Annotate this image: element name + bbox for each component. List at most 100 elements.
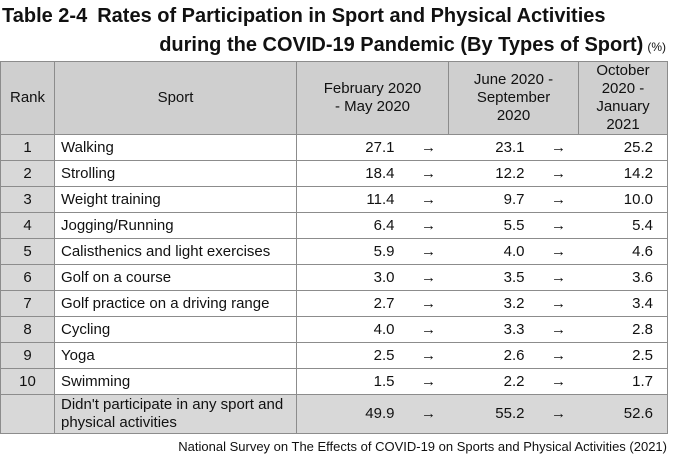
arrow-icon: →: [538, 238, 579, 265]
rank-cell: 7: [0, 290, 55, 317]
arrow-icon: →: [408, 368, 449, 395]
table-row: 7 Golf practice on a driving range 2.7 → 3.2…: [0, 290, 668, 317]
table-row: 1 Walking 27.1 → 23.1 → 25.2: [0, 134, 668, 161]
sport-cell: Cycling: [54, 316, 297, 343]
value-period-2: 9.7: [448, 186, 539, 213]
rank-cell: 6: [0, 264, 55, 291]
value-period-2: 5.5: [448, 212, 539, 239]
value-period-2: 4.0: [448, 238, 539, 265]
value-period-3: 2.8: [578, 316, 668, 343]
table-row: 8 Cycling 4.0 → 3.3 → 2.8: [0, 316, 668, 343]
arrow-icon: →: [408, 264, 449, 291]
header-period-3: October 2020 - January 2021: [578, 61, 668, 135]
rank-cell: [0, 394, 55, 434]
table-row: 4 Jogging/Running 6.4 → 5.5 → 5.4: [0, 212, 668, 239]
value-period-1: 18.4: [296, 160, 409, 187]
header-sport: Sport: [54, 61, 297, 135]
value-period-2: 12.2: [448, 160, 539, 187]
sport-cell: Weight training: [54, 186, 297, 213]
arrow-icon: →: [408, 342, 449, 369]
sport-cell: Didn't participate in any sport and phys…: [54, 394, 297, 434]
value-period-2: 23.1: [448, 134, 539, 161]
rank-cell: 4: [0, 212, 55, 239]
arrow-icon: →: [538, 212, 579, 239]
arrow-icon: →: [408, 290, 449, 317]
unit-label: (%): [647, 40, 666, 54]
rank-cell: 9: [0, 342, 55, 369]
sport-cell: Strolling: [54, 160, 297, 187]
arrow-icon: →: [538, 134, 579, 161]
table-title: Table 2-4 Rates of Participation in Sport…: [2, 2, 674, 30]
value-period-3: 14.2: [578, 160, 668, 187]
sport-cell: Golf practice on a driving range: [54, 290, 297, 317]
arrow-icon: →: [538, 368, 579, 395]
table-number: Table 2-4: [2, 5, 88, 27]
sport-cell: Walking: [54, 134, 297, 161]
value-period-1: 2.5: [296, 342, 409, 369]
value-period-3: 3.6: [578, 264, 668, 291]
sport-cell: Jogging/Running: [54, 212, 297, 239]
rank-cell: 1: [0, 134, 55, 161]
sport-cell: Swimming: [54, 368, 297, 395]
value-period-3: 3.4: [578, 290, 668, 317]
value-period-2: 3.2: [448, 290, 539, 317]
value-period-2: 3.3: [448, 316, 539, 343]
header-row: Rank Sport February 2020 - May 2020 June…: [0, 61, 668, 135]
value-period-3: 25.2: [578, 134, 668, 161]
table-row: 10 Swimming 1.5 → 2.2 → 1.7: [0, 368, 668, 395]
arrow-icon: →: [538, 290, 579, 317]
value-period-1: 3.0: [296, 264, 409, 291]
sport-cell: Yoga: [54, 342, 297, 369]
value-period-1: 4.0: [296, 316, 409, 343]
table-row: 2 Strolling 18.4 → 12.2 → 14.2: [0, 160, 668, 187]
arrow-icon: →: [538, 342, 579, 369]
rank-cell: 2: [0, 160, 55, 187]
arrow-icon: →: [408, 238, 449, 265]
value-period-1: 5.9: [296, 238, 409, 265]
participation-table: Rank Sport February 2020 - May 2020 June…: [0, 61, 668, 434]
value-period-2: 2.6: [448, 342, 539, 369]
value-period-2: 2.2: [448, 368, 539, 395]
table-row: 6 Golf on a course 3.0 → 3.5 → 3.6: [0, 264, 668, 291]
rank-cell: 5: [0, 238, 55, 265]
rank-cell: 3: [0, 186, 55, 213]
table-row: 5 Calisthenics and light exercises 5.9 → 4.0…: [0, 238, 668, 265]
value-period-2: 3.5: [448, 264, 539, 291]
value-period-2: 55.2: [448, 394, 539, 434]
value-period-3: 1.7: [578, 368, 668, 395]
arrow-icon: →: [408, 212, 449, 239]
table-title-continued: during the COVID-19 Pandemic (By Types o…: [0, 31, 666, 59]
value-period-3: 52.6: [578, 394, 668, 434]
arrow-icon: →: [408, 134, 449, 161]
arrow-icon: →: [408, 316, 449, 343]
rank-cell: 10: [0, 368, 55, 395]
table-body: 1 Walking 27.1 → 23.1 → 25.2 2 Strolling 18.4 → 12.…: [0, 134, 668, 434]
value-period-1: 1.5: [296, 368, 409, 395]
header-rank: Rank: [0, 61, 55, 135]
arrow-icon: →: [538, 160, 579, 187]
value-period-1: 27.1: [296, 134, 409, 161]
summary-row: Didn't participate in any sport and phys…: [0, 394, 668, 434]
arrow-icon: →: [408, 186, 449, 213]
sport-cell: Golf on a course: [54, 264, 297, 291]
header-period-2-text: June 2020 - September 2020: [473, 71, 554, 124]
value-period-1: 11.4: [296, 186, 409, 213]
value-period-1: 49.9: [296, 394, 409, 434]
arrow-icon: →: [408, 394, 449, 434]
arrow-icon: →: [538, 316, 579, 343]
value-period-3: 4.6: [578, 238, 668, 265]
header-period-1: February 2020 - May 2020: [296, 61, 449, 135]
arrow-icon: →: [408, 160, 449, 187]
value-period-3: 5.4: [578, 212, 668, 239]
table-row: 3 Weight training 11.4 → 9.7 → 10.0: [0, 186, 668, 213]
value-period-1: 2.7: [296, 290, 409, 317]
rank-cell: 8: [0, 316, 55, 343]
header-period-3-text: October 2020 - January 2021: [596, 62, 650, 133]
header-period-2: June 2020 - September 2020: [448, 61, 579, 135]
value-period-3: 10.0: [578, 186, 668, 213]
value-period-3: 2.5: [578, 342, 668, 369]
sport-cell: Calisthenics and light exercises: [54, 238, 297, 265]
arrow-icon: →: [538, 186, 579, 213]
title-line-2: during the COVID-19 Pandemic (By Types o…: [159, 34, 644, 56]
